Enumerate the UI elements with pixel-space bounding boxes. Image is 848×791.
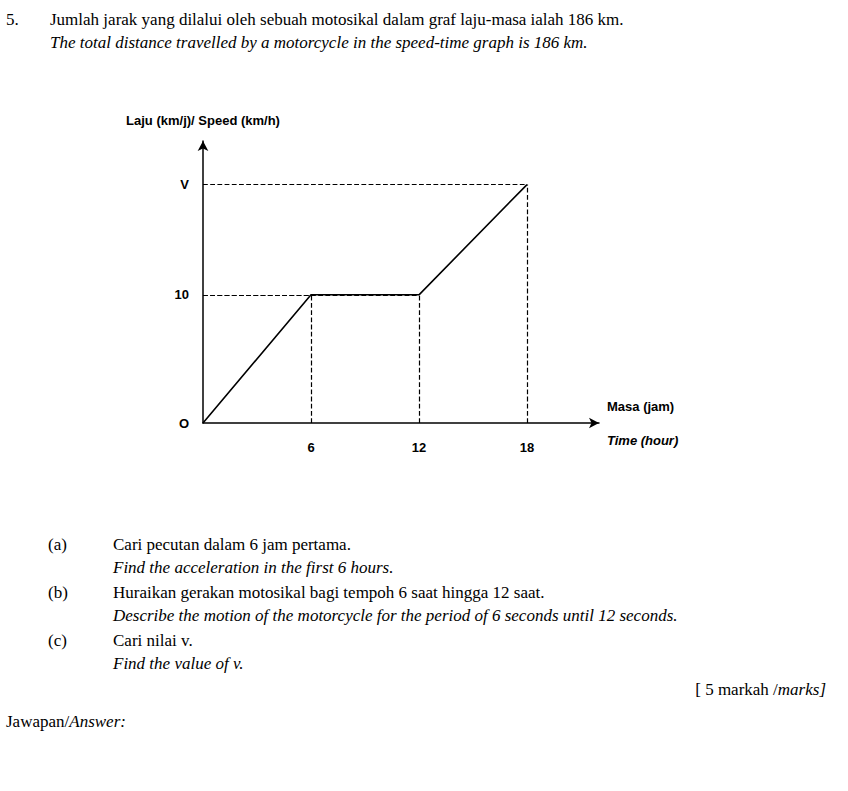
html-text:Find the acceleration in the f: Find the acceleration in the first 6 hou… (113, 558, 394, 577)
html-text:Huraikan gerakan motosikal bag: Huraikan gerakan motosikal bagi tempoh 6… (113, 583, 545, 602)
html-text:Cari nilai v.: Cari nilai v. (113, 631, 193, 650)
svg-text:12: 12 (412, 440, 426, 455)
html-text:(a): (a) (48, 535, 67, 554)
html-text:Jawapan/ Answer:: Jawapan/ Answer: (6, 712, 126, 731)
html-text:Jumlah jarak yang dilalui oleh: Jumlah jarak yang dilalui oleh sebuah mo… (50, 10, 624, 29)
svg-text:Laju (km/j)/ Speed (km/h): Laju (km/j)/ Speed (km/h) (126, 113, 280, 128)
svg-text:18: 18 (520, 440, 534, 455)
svg-text:O: O (179, 416, 189, 431)
html-text:Describe the motion of the mot: Describe the motion of the motorcycle fo… (113, 606, 678, 625)
svg-text:Time (hour): Time (hour) (607, 433, 678, 448)
html-text:Cari pecutan dalam 6 jam perta: Cari pecutan dalam 6 jam pertama. (113, 535, 351, 554)
svg-text:V: V (180, 177, 189, 192)
svg-text:6: 6 (307, 440, 314, 455)
html-text:[ 5 markah / marks]: [ 5 markah / marks] (695, 680, 826, 699)
html-text:The total distance travelled b: The total distance travelled by a motorc… (50, 33, 588, 52)
svg-text:Masa (jam): Masa (jam) (607, 399, 674, 414)
html-text:Find the value of v.: Find the value of v. (113, 654, 244, 673)
html-text:(b): (b) (48, 583, 68, 602)
html-text:(c): (c) (48, 631, 67, 650)
svg-text:10: 10 (175, 287, 189, 302)
html-text:5.: 5. (6, 10, 19, 29)
